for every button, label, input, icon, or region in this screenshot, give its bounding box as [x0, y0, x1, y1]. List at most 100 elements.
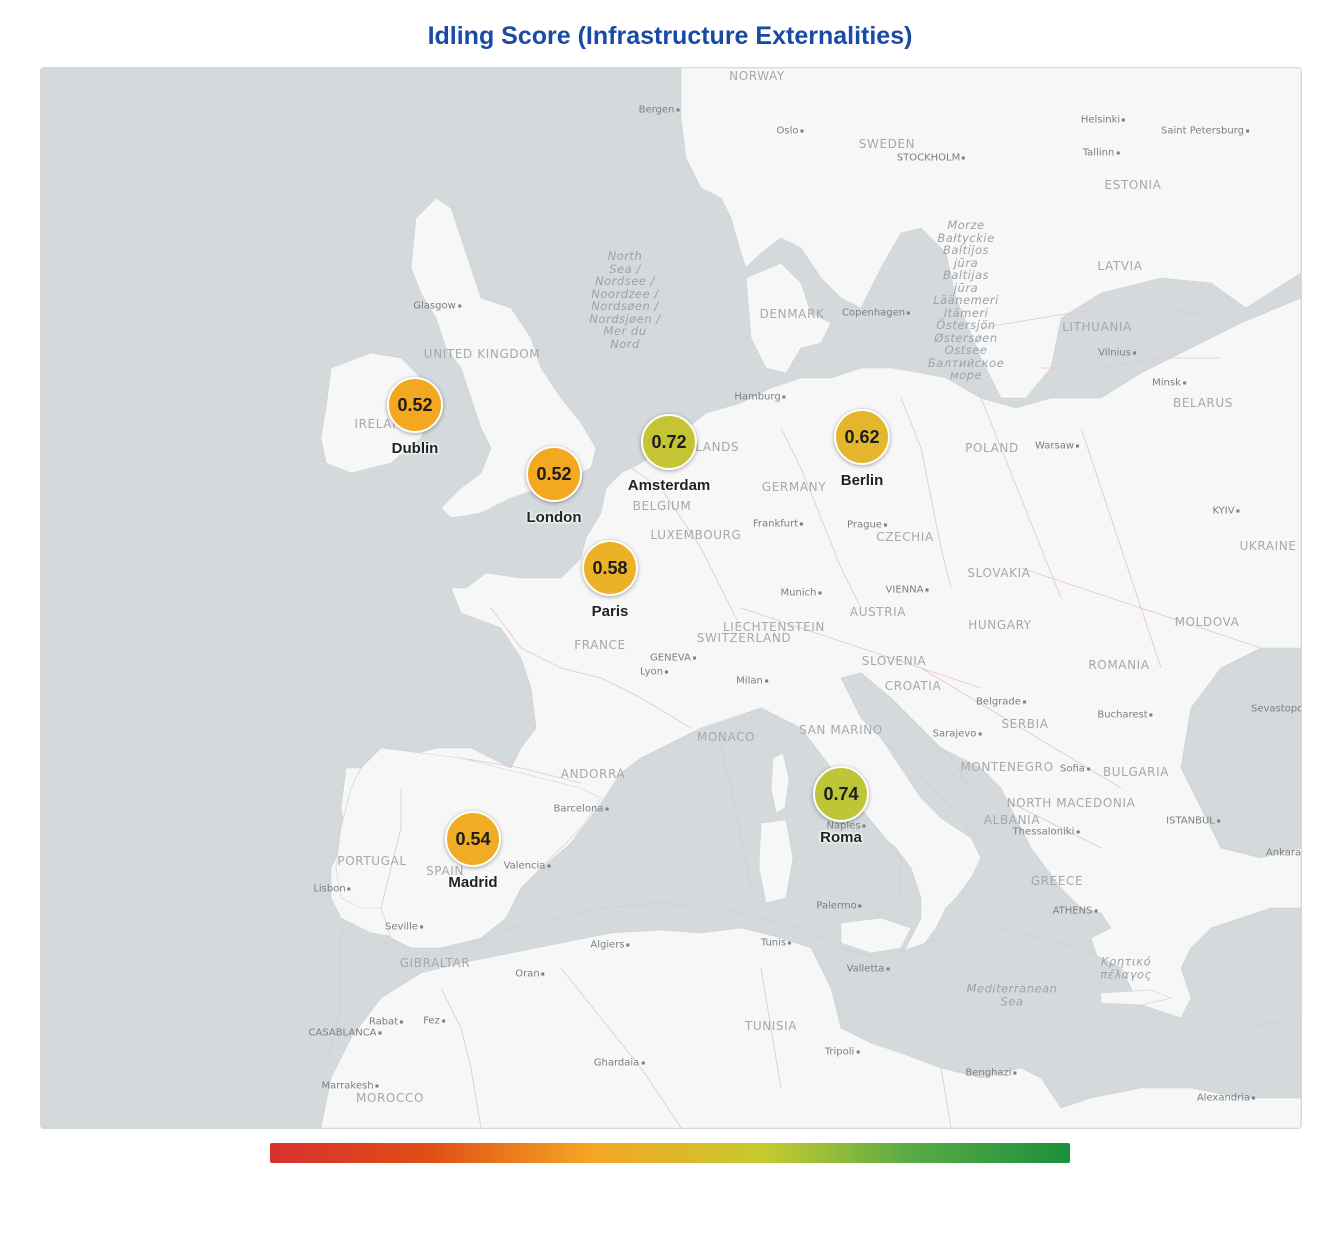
- sea-label: North Sea / Nordsee / Noordzee / Nordsøe…: [589, 249, 661, 351]
- border-line: [630, 467, 742, 629]
- city-label: Munich: [781, 588, 822, 599]
- border-line: [1020, 567, 1262, 649]
- color-scale-legend: [270, 1143, 1070, 1163]
- city-label: Ghardaia: [594, 1058, 645, 1069]
- city-label: Bucharest: [1097, 710, 1152, 721]
- score-marker-madrid[interactable]: 0.54: [445, 811, 501, 867]
- country-label: SPAIN: [426, 864, 464, 878]
- country-label: ROMANIA: [1088, 658, 1150, 672]
- city-label: Hamburg: [734, 392, 785, 403]
- city-label: Marrakesh: [321, 1081, 378, 1092]
- country-label: UKRAINE: [1239, 539, 1297, 553]
- chart-title: Idling Score (Infrastructure Externaliti…: [427, 22, 913, 50]
- great-britain-landmass: [410, 197, 597, 519]
- sea-label: Morze Bałtyckie Baltijos jūra Baltijas j…: [927, 217, 1005, 382]
- city-label: Belgrade: [976, 697, 1026, 708]
- city-label: Palermo: [816, 901, 861, 912]
- country-label: SLOVAKIA: [967, 566, 1031, 580]
- sea-label: Κρητικό πέλαγος: [1100, 954, 1152, 981]
- city-label: Valencia: [504, 861, 551, 872]
- country-label: MOLDOVA: [1174, 615, 1240, 629]
- city-label: Rabat: [369, 1017, 403, 1028]
- border-line: [980, 307, 1222, 329]
- country-label: SAN MARINO: [799, 723, 883, 737]
- corsica-landmass: [770, 752, 790, 814]
- score-marker-paris[interactable]: 0.58: [582, 540, 638, 596]
- city-label: Saint Petersburg: [1161, 126, 1249, 137]
- map-basemap: [41, 68, 1301, 1128]
- marker-label-dublin: Dublin: [391, 440, 439, 457]
- adriatic-sea: [840, 672, 987, 839]
- marker-label-amsterdam: Amsterdam: [627, 477, 711, 494]
- border-line: [380, 788, 402, 909]
- mediterranean-sea: [41, 68, 1301, 1128]
- city-label: ISTANBUL: [1166, 816, 1220, 827]
- country-label: MONACO: [696, 730, 756, 744]
- country-label: ANDORRA: [560, 767, 626, 781]
- country-label: POLAND: [965, 441, 1019, 455]
- country-label: LIECHTENSTEIN: [723, 620, 825, 634]
- border-line: [440, 987, 482, 1128]
- marker-label-berlin: Berlin: [840, 472, 884, 489]
- city-label: Benghazi: [965, 1068, 1016, 1079]
- city-label: Milan: [736, 676, 768, 687]
- marker-label-madrid: Madrid: [448, 874, 498, 891]
- city-label: Ankara: [1266, 848, 1301, 859]
- city-label: Copenhagen: [842, 308, 910, 319]
- country-label: GREECE: [1030, 874, 1084, 888]
- city-label: STOCKHOLM: [897, 153, 965, 164]
- country-label: SWEDEN: [858, 137, 916, 151]
- city-label: Prague: [847, 520, 887, 531]
- border-line: [460, 757, 582, 784]
- country-label: FRANCE: [574, 638, 626, 652]
- sardinia-landmass: [758, 819, 794, 904]
- city-label: Minsk: [1152, 378, 1186, 389]
- city-label: Valletta: [847, 964, 890, 975]
- city-label: Oslo: [777, 126, 804, 137]
- border-line: [1041, 357, 1221, 369]
- city-label: Glasgow: [413, 301, 461, 312]
- country-label: LATVIA: [1097, 259, 1143, 273]
- city-label: Barcelona: [554, 804, 609, 815]
- country-label: MOROCCO: [356, 1091, 424, 1105]
- city-label: Sarajevo: [933, 729, 982, 740]
- map-container[interactable]: NORWAY SWEDEN ESTONIA LATVIA DENMARK UNI…: [40, 67, 1302, 1129]
- marker-label-roma: Roma: [820, 829, 862, 846]
- border-line: [760, 967, 782, 1089]
- country-label: LUXEMBOURG: [650, 528, 742, 542]
- border-line: [940, 1067, 952, 1128]
- city-label: Algiers: [590, 940, 629, 951]
- city-label: Tripoli: [825, 1047, 860, 1058]
- country-label: BELGIUM: [632, 499, 692, 513]
- border-line: [1080, 427, 1162, 669]
- country-label: BELARUS: [1173, 396, 1233, 410]
- score-marker-berlin[interactable]: 0.62: [834, 409, 890, 465]
- city-label: Frankfurt: [753, 519, 803, 530]
- city-label: Sevastopol: [1251, 704, 1301, 715]
- border-line: [780, 427, 862, 609]
- marker-label-london: London: [526, 509, 582, 526]
- city-label: Tunis: [761, 938, 791, 949]
- score-marker-amsterdam[interactable]: 0.72: [641, 414, 697, 470]
- country-label: MONTENEGRO: [960, 760, 1054, 774]
- score-marker-roma[interactable]: 0.74: [813, 766, 869, 822]
- border-line: [490, 607, 692, 729]
- country-label: BULGARIA: [1102, 765, 1170, 779]
- city-label: Thessaloniki: [1013, 827, 1080, 838]
- country-label: TUNISIA: [744, 1019, 798, 1033]
- city-label: Bergen: [639, 105, 680, 116]
- city-label: Fez: [423, 1016, 445, 1027]
- country-label: CROATIA: [884, 679, 942, 693]
- country-label: LITHUANIA: [1062, 320, 1132, 334]
- city-label: Lisbon: [313, 884, 350, 895]
- border-line: [980, 397, 1062, 599]
- country-label: GIBRALTAR: [399, 956, 471, 970]
- country-label: HUNGARY: [968, 618, 1032, 632]
- denmark-landmass: [745, 262, 832, 374]
- city-label: KYIV: [1212, 506, 1239, 517]
- country-label: PORTUGAL: [337, 854, 407, 868]
- north-africa-landmass: [320, 927, 1301, 1128]
- score-marker-london[interactable]: 0.52: [526, 446, 582, 502]
- score-marker-dublin[interactable]: 0.52: [387, 377, 443, 433]
- city-label: Tallinn: [1083, 148, 1120, 159]
